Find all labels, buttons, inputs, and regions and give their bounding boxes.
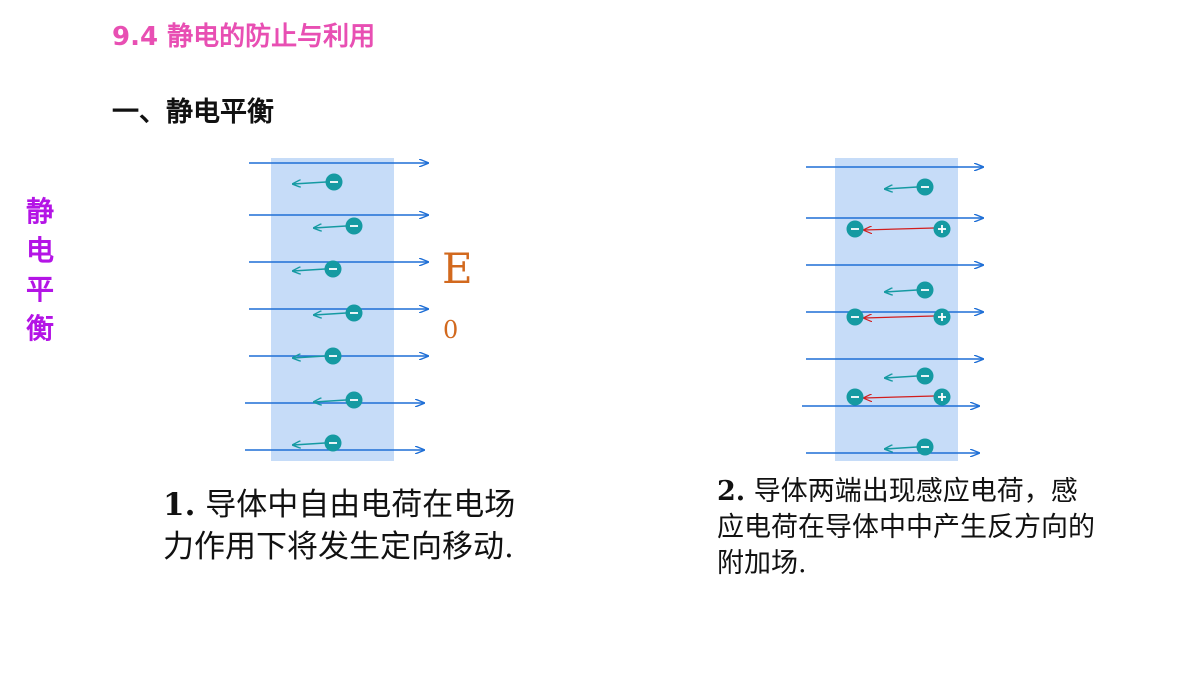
field-label: E	[442, 244, 473, 293]
caption-2-text: 导体两端出现感应电荷，感应电荷在导体中中产生反方向的附加场.	[717, 476, 1095, 579]
side-label: 静 电 平 衡	[22, 192, 58, 348]
induced-charge-pair	[846, 220, 951, 238]
diagram-induced-charges	[802, 158, 983, 461]
section-heading: 一、静电平衡	[112, 97, 274, 128]
electron	[293, 173, 343, 191]
diagram-free-charges	[245, 158, 428, 461]
induced-charge-pair	[846, 388, 951, 406]
field-label-subscript: 0	[443, 316, 459, 344]
electron	[314, 304, 363, 322]
side-char: 平	[25, 273, 54, 306]
caption-1: 1. 导体中自由电荷在电场力作用下将发生定向移动.	[163, 484, 543, 568]
caption-2: 2. 导体两端出现感应电荷，感应电荷在导体中中产生反方向的附加场.	[717, 474, 1097, 582]
electron	[293, 347, 342, 365]
side-char: 静	[25, 195, 54, 228]
side-char: 衡	[25, 312, 54, 345]
electron	[293, 434, 342, 452]
page-title: 9.4 静电的防止与利用	[112, 22, 376, 52]
electron	[885, 367, 934, 385]
electron	[885, 178, 934, 196]
induced-charge-pair	[846, 308, 951, 326]
caption-1-text: 导体中自由电荷在电场力作用下将发生定向移动.	[163, 487, 516, 565]
caption-2-number: 2.	[717, 476, 746, 507]
electron	[885, 438, 934, 456]
electron	[293, 260, 342, 278]
caption-1-number: 1.	[163, 487, 196, 523]
electron	[314, 217, 363, 235]
electron	[885, 281, 934, 299]
electron	[314, 391, 363, 409]
side-char: 电	[25, 234, 54, 267]
